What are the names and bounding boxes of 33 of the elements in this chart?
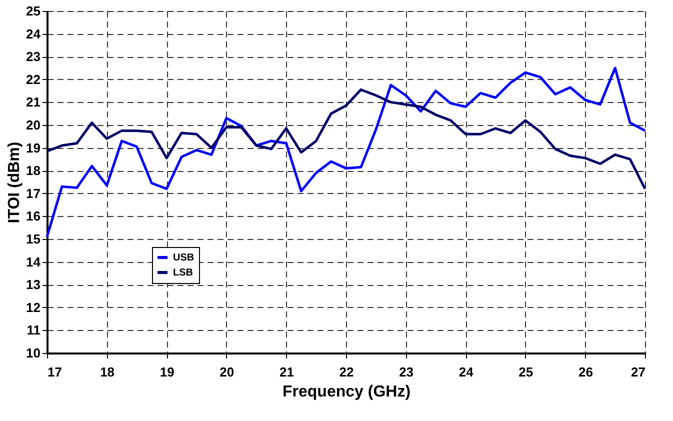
y-tick-label: 13 — [26, 277, 40, 292]
x-tick-label: 22 — [339, 364, 354, 380]
y-tick-label: 16 — [26, 208, 40, 224]
y-tick-label: 23 — [26, 49, 40, 64]
x-tick-label: 20 — [220, 364, 234, 380]
legend-label: LSB — [173, 268, 193, 278]
y-tick-label: 17 — [26, 186, 40, 201]
x-tick-label: 17 — [48, 364, 62, 380]
y-tick-label: 14 — [26, 254, 42, 270]
x-tick-label: 18 — [100, 364, 115, 380]
x-tick-label: 23 — [399, 364, 414, 380]
x-tick-label: 19 — [160, 364, 174, 380]
x-tick-label: 27 — [631, 364, 646, 380]
y-tick-label: 12 — [26, 300, 40, 315]
y-tick-label: 19 — [26, 140, 40, 156]
y-tick-label: 10 — [26, 346, 40, 360]
x-tick-label: 21 — [279, 364, 294, 380]
y-tick-label: 20 — [26, 118, 40, 132]
legend-label: USB — [173, 252, 194, 264]
x-tick-label: 26 — [578, 364, 593, 380]
y-tick-label: 24 — [26, 26, 42, 42]
y-tick-label: 21 — [26, 94, 40, 110]
x-tick-label: 24 — [458, 364, 474, 380]
y-tick-label: 11 — [26, 322, 40, 338]
y-tick-label: 18 — [26, 163, 40, 178]
y-tick-label: 15 — [26, 232, 40, 246]
line-series — [46, 66, 646, 238]
y-tick-label: 25 — [26, 4, 40, 18]
line-series — [46, 88, 646, 190]
x-tick-label: 25 — [518, 364, 534, 380]
x-axis-title: Frequency (GHz) — [282, 384, 411, 400]
y-axis-title: ITOI (dBm) — [6, 142, 24, 224]
y-tick-label: 22 — [26, 72, 40, 87]
